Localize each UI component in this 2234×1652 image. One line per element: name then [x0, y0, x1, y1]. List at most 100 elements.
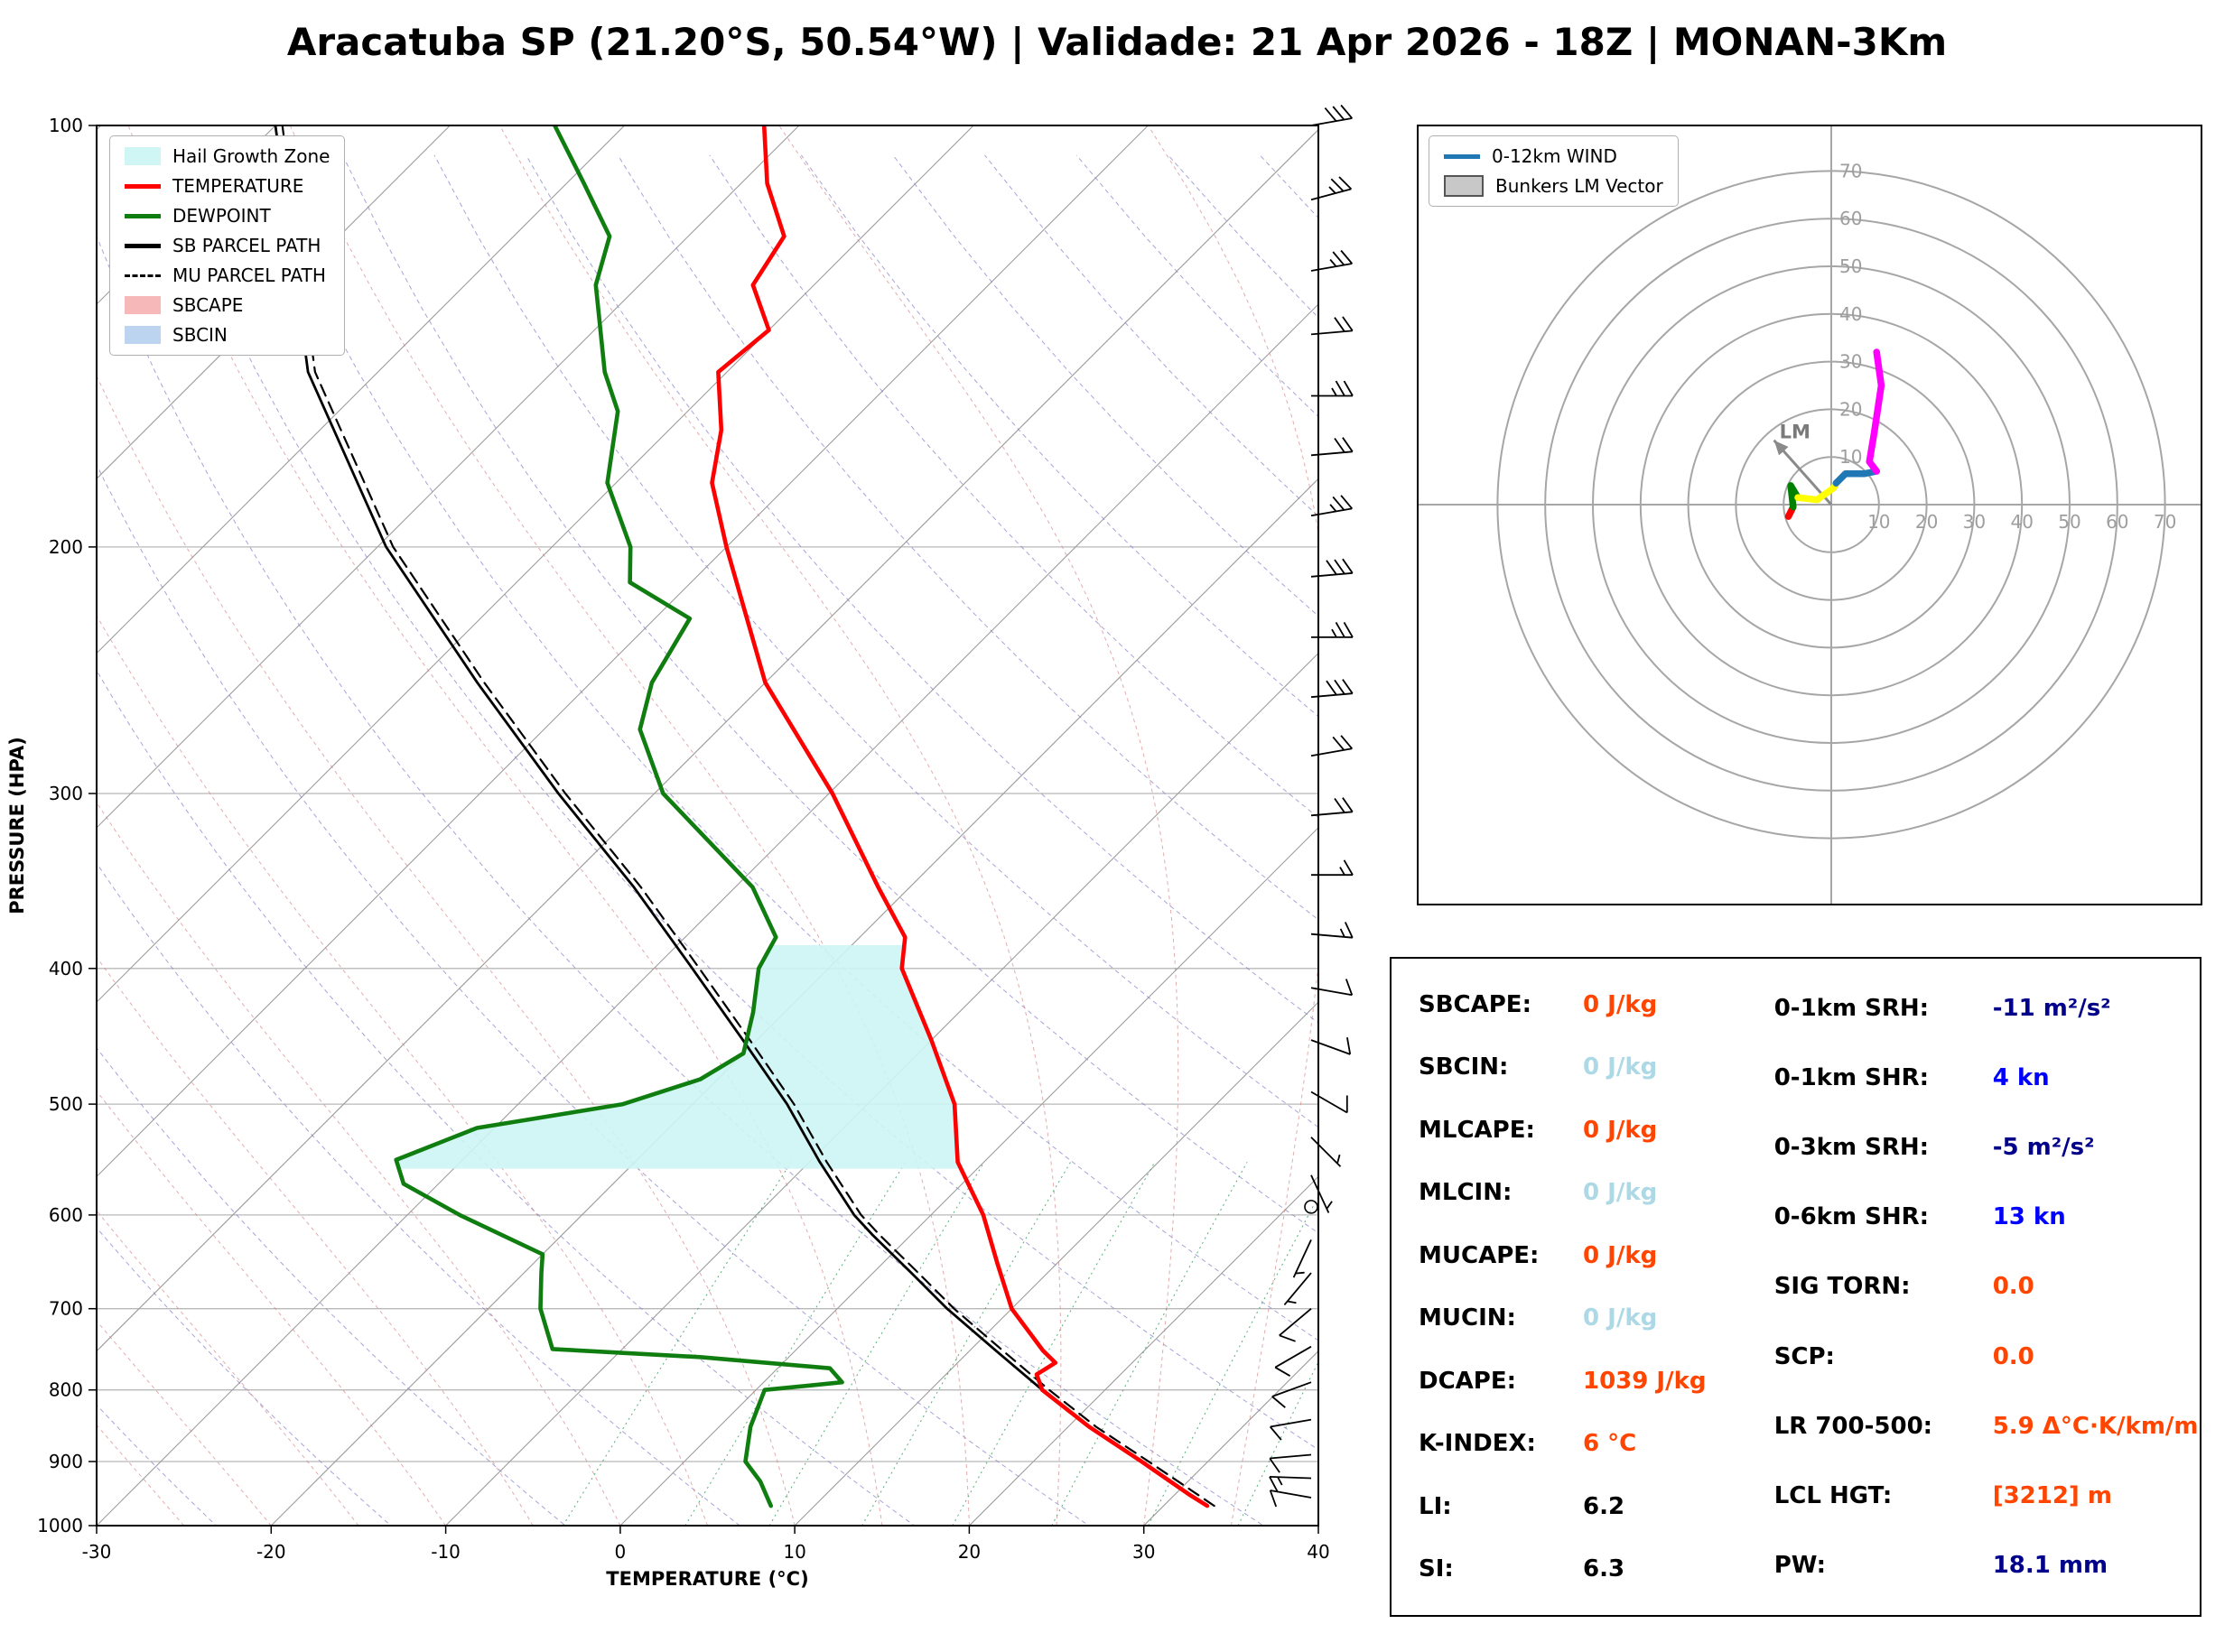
- stat-row-srh03: 0-3km SRH: -5 m²/s²: [1774, 1136, 2200, 1159]
- stat-label: 0-1km SHR:: [1773, 1063, 1929, 1091]
- legend-item: DEWPOINT: [125, 205, 330, 227]
- stat-row-mlcape: MLCAPE: 0 J/kg: [1419, 1118, 1764, 1142]
- stat-label: SCP:: [1773, 1342, 1835, 1370]
- temperature-tick-label: 40: [1307, 1541, 1329, 1563]
- temperature-curve: [710, 125, 1210, 1508]
- hodograph-border: [1417, 125, 2202, 905]
- legend-swatch-icon: [125, 243, 161, 248]
- legend-swatch-icon: [125, 213, 161, 218]
- stat-value: 6.2: [1583, 1492, 1625, 1520]
- legend-swatch-icon: [125, 296, 161, 314]
- pressure-tick-label: 700: [49, 1298, 83, 1320]
- hodograph-ring-label: 30: [1963, 511, 1986, 533]
- stat-row-scp: SCP: 0.0: [1774, 1345, 2200, 1369]
- stat-label: 0-6km SHR:: [1773, 1203, 1929, 1231]
- stat-label: SIG TORN:: [1773, 1273, 1911, 1301]
- pressure-tick-label: 400: [49, 958, 83, 979]
- stat-row-li: LI: 6.2: [1419, 1495, 1764, 1518]
- stat-label: SI:: [1419, 1555, 1454, 1583]
- stat-value: 18.1 mm: [1992, 1552, 2108, 1580]
- stat-value: [3212] m: [1992, 1482, 2112, 1510]
- stat-value: 0 J/kg: [1583, 1116, 1658, 1144]
- hodograph-ring-label: 40: [2010, 511, 2033, 533]
- hodograph-plot: 10 10 20 20 30 30 40 40 50 50 60 60 70 70 LM: [1417, 125, 2202, 905]
- mu-parcel-path-curve: [281, 125, 1215, 1508]
- pressure-tick-label: 800: [49, 1379, 83, 1401]
- hodograph-ring-label: 70: [2154, 511, 2176, 533]
- temperature-tick-label: -30: [82, 1541, 112, 1563]
- stat-row-sigtorn: SIG TORN: 0.0: [1774, 1275, 2200, 1298]
- legend-item: TEMPERATURE: [125, 175, 330, 197]
- stat-row-sbcape: SBCAPE: 0 J/kg: [1419, 993, 1764, 1016]
- stat-value: 0 J/kg: [1583, 1241, 1658, 1269]
- stat-row-shr01: 0-1km SHR: 4 kn: [1774, 1066, 2200, 1090]
- hodograph-ring-label: 20: [1915, 511, 1938, 533]
- stat-value: 1039 J/kg: [1583, 1367, 1707, 1395]
- pressure-tick-label: 300: [49, 783, 83, 804]
- stat-value: 6 °C: [1583, 1430, 1637, 1458]
- stat-label: 0-3km SRH:: [1773, 1134, 1929, 1162]
- stat-row-srh01: 0-1km SRH: -11 m²/s²: [1774, 997, 2200, 1020]
- stat-label: SBCAPE:: [1419, 990, 1531, 1018]
- legend-label: Hail Growth Zone: [172, 145, 330, 167]
- legend-item: 0-12km WIND: [1444, 145, 1663, 167]
- pressure-tick-label: 600: [49, 1204, 83, 1226]
- stat-label: LI:: [1419, 1492, 1452, 1520]
- hodograph-ring-label: 30: [1839, 351, 1862, 373]
- legend-label: SB PARCEL PATH: [172, 235, 321, 256]
- stat-label: 0-1km SRH:: [1773, 994, 1929, 1022]
- hodograph-ring-label: 50: [2058, 511, 2080, 533]
- stat-value: 0 J/kg: [1583, 1304, 1658, 1332]
- stat-label: K-INDEX:: [1419, 1430, 1536, 1458]
- hodograph-grid: 10 10 20 20 30 30 40 40 50 50 60 60 70 70: [1418, 125, 2201, 905]
- lm-label: LM: [1780, 422, 1810, 443]
- hodograph-ring-label: 20: [1839, 398, 1862, 420]
- stat-value: 4 kn: [1992, 1063, 2050, 1091]
- pressure-tick-label: 900: [49, 1451, 83, 1472]
- stats-panel: SBCAPE: 0 J/kg SBCIN: 0 J/kg MLCAPE: 0 J/kg…: [1390, 957, 2201, 1617]
- stat-value: 5.9 Δ°C·K/km/m: [1992, 1412, 2199, 1440]
- temperature-tick-label: 30: [1132, 1541, 1155, 1563]
- stat-value: -11 m²/s²: [1992, 994, 2111, 1022]
- legend-item: Bunkers LM Vector: [1444, 175, 1663, 197]
- stats-column-right: 0-1km SRH: -11 m²/s² 0-1km SHR: 4 kn 0-3km…: [1764, 959, 2200, 1615]
- stat-row-lr700500: LR 700-500: 5.9 Δ°C·K/km/m: [1774, 1415, 2200, 1438]
- hodograph-ring-label: 40: [1839, 303, 1862, 325]
- temperature-tick-label: 20: [958, 1541, 981, 1563]
- stat-value: 13 kn: [1992, 1203, 2066, 1231]
- pressure-tick-label: 500: [49, 1093, 83, 1115]
- legend-item: Hail Growth Zone: [125, 145, 330, 167]
- legend-swatch-icon: [1444, 175, 1484, 197]
- legend-swatch-icon: [125, 326, 161, 344]
- hodograph-ring-label: 50: [1839, 255, 1862, 277]
- stat-row-mucin: MUCIN: 0 J/kg: [1419, 1306, 1764, 1330]
- hodograph-ring-label: 10: [1867, 511, 1890, 533]
- stat-value: 0 J/kg: [1583, 1179, 1658, 1207]
- dewpoint-curve: [394, 125, 844, 1508]
- stat-value: 0 J/kg: [1583, 1053, 1658, 1081]
- stat-label: DCAPE:: [1419, 1367, 1516, 1395]
- stat-row-shr06: 0-6km SHR: 13 kn: [1774, 1205, 2200, 1229]
- legend-label: SBCIN: [172, 324, 228, 346]
- stat-label: SBCIN:: [1419, 1053, 1509, 1081]
- legend-item: SBCIN: [125, 324, 330, 346]
- stat-row-mlcin: MLCIN: 0 J/kg: [1419, 1181, 1764, 1204]
- legend-label: TEMPERATURE: [172, 175, 304, 197]
- temperature-tick-label: 0: [614, 1541, 626, 1563]
- temperature-tick-label: -20: [256, 1541, 286, 1563]
- legend-item: SB PARCEL PATH: [125, 235, 330, 256]
- stat-label: PW:: [1773, 1552, 1827, 1580]
- stat-value: 0.0: [1992, 1342, 2034, 1370]
- stat-row-mucape: MUCAPE: 0 J/kg: [1419, 1244, 1764, 1267]
- hodograph-segment-1-3km: [1787, 482, 1801, 511]
- legend-label: 0-12km WIND: [1492, 145, 1617, 167]
- x-axis-title: TEMPERATURE (°C): [606, 1568, 808, 1590]
- skewt-legend: Hail Growth Zone TEMPERATURE DEWPOINT SB PA…: [109, 135, 346, 356]
- stat-row-dcape: DCAPE: 1039 J/kg: [1419, 1369, 1764, 1393]
- legend-label: SBCAPE: [172, 294, 244, 316]
- stat-value: 6.3: [1583, 1555, 1625, 1583]
- legend-swatch-icon: [125, 147, 161, 165]
- stat-label: LR 700-500:: [1773, 1412, 1933, 1440]
